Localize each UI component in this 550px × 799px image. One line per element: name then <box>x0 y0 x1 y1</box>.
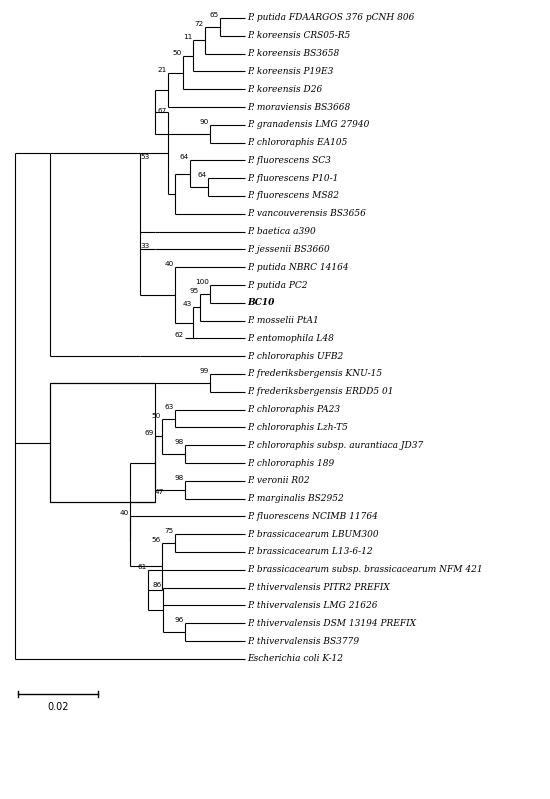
Text: P. brassicacearum subsp. brassicacearum NFM 421: P. brassicacearum subsp. brassicacearum … <box>247 566 483 574</box>
Text: P. chlororaphis Lzh-T5: P. chlororaphis Lzh-T5 <box>247 423 348 432</box>
Text: P. thivervalensis BS3779: P. thivervalensis BS3779 <box>247 637 359 646</box>
Text: 86: 86 <box>153 582 162 587</box>
Text: 0.02: 0.02 <box>47 702 69 712</box>
Text: P. putida PC2: P. putida PC2 <box>247 280 307 289</box>
Text: P. koreensis CRS05-R5: P. koreensis CRS05-R5 <box>247 31 350 40</box>
Text: P. veronii R02: P. veronii R02 <box>247 476 310 485</box>
Text: P. fluorescens P10-1: P. fluorescens P10-1 <box>247 173 338 183</box>
Text: BC10: BC10 <box>247 298 274 308</box>
Text: 65: 65 <box>210 12 219 18</box>
Text: 61: 61 <box>138 564 147 570</box>
Text: P. chlororaphis EA105: P. chlororaphis EA105 <box>247 138 348 147</box>
Text: 62: 62 <box>175 332 184 339</box>
Text: P. fluorescens MS82: P. fluorescens MS82 <box>247 192 339 201</box>
Text: P. brassicacearum LBUM300: P. brassicacearum LBUM300 <box>247 530 378 539</box>
Text: 33: 33 <box>140 244 149 249</box>
Text: 64: 64 <box>180 154 189 161</box>
Text: P. putida NBRC 14164: P. putida NBRC 14164 <box>247 263 349 272</box>
Text: P. koreensis D26: P. koreensis D26 <box>247 85 322 93</box>
Text: P. vancouverensis BS3656: P. vancouverensis BS3656 <box>247 209 366 218</box>
Text: 50: 50 <box>173 50 182 56</box>
Text: P. chlororaphis PA23: P. chlororaphis PA23 <box>247 405 340 414</box>
Text: P. moraviensis BS3668: P. moraviensis BS3668 <box>247 102 350 112</box>
Text: P. mosselii PtA1: P. mosselii PtA1 <box>247 316 319 325</box>
Text: 63: 63 <box>165 403 174 410</box>
Text: P. jessenii BS3660: P. jessenii BS3660 <box>247 245 330 254</box>
Text: 43: 43 <box>183 301 192 308</box>
Text: 72: 72 <box>195 21 204 27</box>
Text: P. brassicacearum L13-6-12: P. brassicacearum L13-6-12 <box>247 547 373 556</box>
Text: 11: 11 <box>183 34 192 40</box>
Text: P. chlororaphis UFB2: P. chlororaphis UFB2 <box>247 352 343 360</box>
Text: 95: 95 <box>190 288 199 294</box>
Text: P. fluorescens SC3: P. fluorescens SC3 <box>247 156 331 165</box>
Text: P. baetica a390: P. baetica a390 <box>247 227 316 236</box>
Text: 64: 64 <box>198 173 207 178</box>
Text: 53: 53 <box>140 153 149 160</box>
Text: 47: 47 <box>155 489 164 495</box>
Text: 40: 40 <box>165 261 174 267</box>
Text: P. entomophila L48: P. entomophila L48 <box>247 334 334 343</box>
Text: P. thivervalensis LMG 21626: P. thivervalensis LMG 21626 <box>247 601 377 610</box>
Text: 21: 21 <box>158 66 167 73</box>
Text: P. frederiksbergensis KNU-15: P. frederiksbergensis KNU-15 <box>247 369 382 379</box>
Text: 40: 40 <box>120 511 129 516</box>
Text: P. frederiksbergensis ERDD5 01: P. frederiksbergensis ERDD5 01 <box>247 388 393 396</box>
Text: 50: 50 <box>152 412 161 419</box>
Text: P. fluorescens NCIMB 11764: P. fluorescens NCIMB 11764 <box>247 512 378 521</box>
Text: P. chlororaphis subsp. aurantiaca JD37: P. chlororaphis subsp. aurantiaca JD37 <box>247 441 424 450</box>
Text: 98: 98 <box>175 439 184 445</box>
Text: P. putida FDAARGOS 376 pCNH 806: P. putida FDAARGOS 376 pCNH 806 <box>247 14 414 22</box>
Text: Escherichia coli K-12: Escherichia coli K-12 <box>247 654 343 663</box>
Text: 67: 67 <box>158 108 167 113</box>
Text: 99: 99 <box>200 368 209 374</box>
Text: 98: 98 <box>175 475 184 481</box>
Text: P. thivervalensis PITR2 PREFIX: P. thivervalensis PITR2 PREFIX <box>247 583 390 592</box>
Text: 96: 96 <box>175 617 184 623</box>
Text: P. granadensis LMG 27940: P. granadensis LMG 27940 <box>247 121 370 129</box>
Text: P. thivervalensis DSM 13194 PREFIX: P. thivervalensis DSM 13194 PREFIX <box>247 618 416 628</box>
Text: P. koreensis BS3658: P. koreensis BS3658 <box>247 49 339 58</box>
Text: P. koreensis P19E3: P. koreensis P19E3 <box>247 67 333 76</box>
Text: P. chlororaphis 189: P. chlororaphis 189 <box>247 459 334 467</box>
Text: 90: 90 <box>200 119 209 125</box>
Text: 69: 69 <box>145 431 154 436</box>
Text: P. marginalis BS2952: P. marginalis BS2952 <box>247 494 344 503</box>
Text: 100: 100 <box>195 279 209 285</box>
Text: 56: 56 <box>152 537 161 543</box>
Text: 75: 75 <box>165 528 174 535</box>
